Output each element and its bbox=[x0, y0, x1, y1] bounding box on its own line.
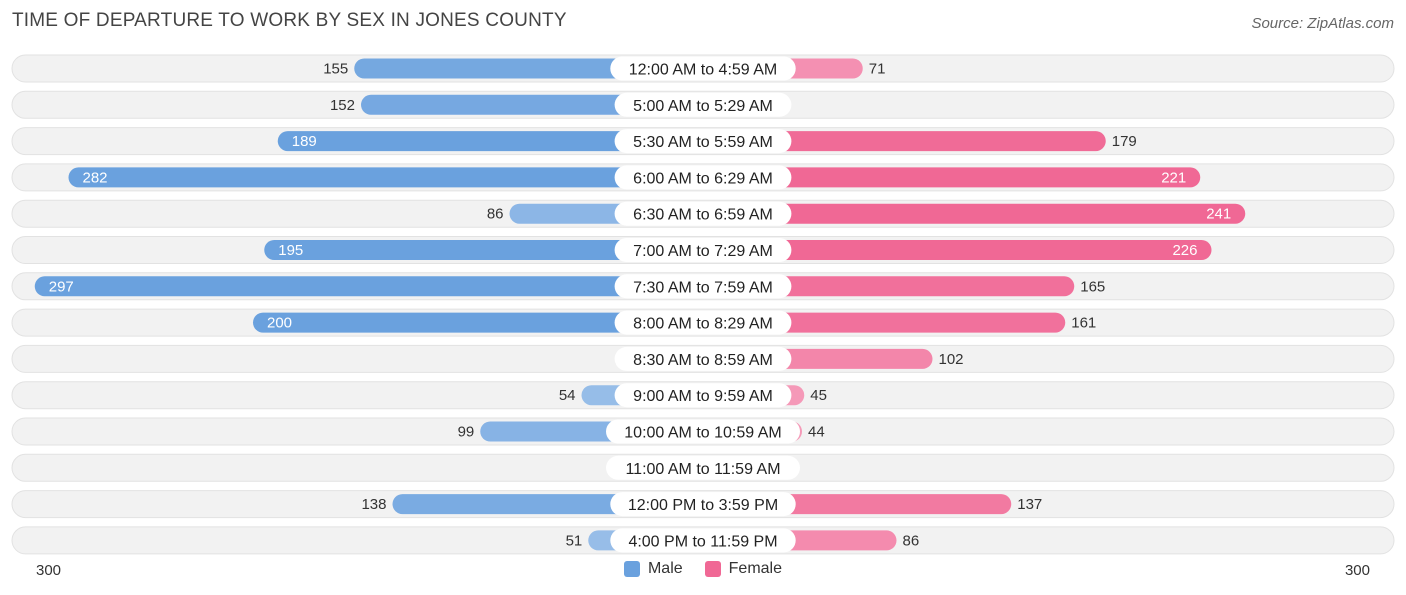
source-label: Source: ZipAtlas.com bbox=[1251, 15, 1394, 32]
category-pill bbox=[614, 238, 792, 262]
chart-row: 155 71 12:00 AM to 4:59 AM bbox=[11, 54, 1395, 83]
value-label-female: 44 bbox=[808, 424, 825, 441]
category-pill bbox=[614, 165, 792, 190]
category-pill bbox=[610, 492, 796, 517]
bar-female[interactable] bbox=[703, 167, 1201, 188]
category-label: 6:30 AM to 6:59 AM bbox=[633, 207, 773, 224]
chart-row: 152215:00 AM to 5:29 AM bbox=[11, 90, 1395, 119]
category-label: 5:00 AM to 5:29 AM bbox=[633, 98, 773, 115]
chart-row: 86 241 6:30 AM to 6:59 AM bbox=[11, 199, 1395, 228]
value-label-male: 54 bbox=[559, 387, 576, 404]
value-label-male: 86 bbox=[487, 206, 504, 223]
value-label-female: 179 bbox=[1112, 133, 1137, 150]
legend: Male Female bbox=[0, 560, 1406, 578]
bar-male[interactable] bbox=[277, 131, 703, 152]
category-pill bbox=[614, 346, 792, 371]
category-label: 9:00 AM to 9:59 AM bbox=[633, 388, 773, 405]
category-label: 7:00 AM to 7:29 AM bbox=[633, 243, 773, 260]
category-label: 4:00 PM to 11:59 PM bbox=[628, 533, 777, 550]
category-pill bbox=[610, 528, 796, 553]
bar-male[interactable] bbox=[68, 167, 704, 188]
category-pill bbox=[614, 310, 792, 335]
axis-left-label: 300 bbox=[36, 562, 62, 579]
value-label-female: 226 bbox=[1172, 242, 1197, 259]
value-label-male: 99 bbox=[458, 424, 475, 441]
category-pill bbox=[614, 201, 792, 226]
legend-item-female[interactable]: Female bbox=[704, 560, 783, 578]
category-label: 8:00 AM to 8:29 AM bbox=[633, 316, 773, 333]
bar-male[interactable] bbox=[34, 276, 703, 297]
axis-right-label: 300 bbox=[1344, 562, 1370, 579]
category-pill bbox=[614, 274, 792, 299]
legend-swatch-female bbox=[704, 561, 721, 577]
category-label: 6:00 AM to 6:29 AM bbox=[633, 170, 773, 187]
value-label-male: 200 bbox=[267, 315, 292, 332]
legend-label-female: Female bbox=[728, 560, 783, 577]
category-label: 8:30 AM to 8:59 AM bbox=[633, 352, 773, 369]
legend-swatch-male bbox=[623, 561, 640, 577]
chart-row: 189 179 5:30 AM to 5:59 AM bbox=[11, 127, 1395, 156]
chart-row: 297 165 7:30 AM to 7:59 AM bbox=[11, 272, 1395, 301]
value-label-male: 195 bbox=[278, 242, 303, 259]
category-pill bbox=[606, 455, 800, 480]
bar-female[interactable] bbox=[703, 240, 1212, 260]
chart-row: 282 221 6:00 AM to 6:29 AM bbox=[11, 163, 1395, 192]
value-label-male: 189 bbox=[292, 133, 317, 150]
value-label-male: 138 bbox=[361, 496, 386, 513]
bar-female[interactable] bbox=[703, 203, 1246, 224]
chart-row: 291028:30 AM to 8:59 AM bbox=[11, 344, 1395, 373]
value-label-female: 161 bbox=[1071, 315, 1096, 332]
category-label: 12:00 AM to 4:59 AM bbox=[629, 62, 778, 79]
legend-item-male[interactable]: Male bbox=[623, 560, 683, 578]
chart-row: 138 137 12:00 PM to 3:59 PM bbox=[11, 490, 1395, 519]
category-pill bbox=[614, 129, 792, 154]
category-label: 10:00 AM to 10:59 AM bbox=[624, 425, 781, 442]
chart-row: 54 45 9:00 AM to 9:59 AM bbox=[11, 381, 1395, 410]
chart-row: 51 86 4:00 PM to 11:59 PM bbox=[11, 526, 1395, 555]
value-label-female: 165 bbox=[1080, 278, 1105, 295]
category-label: 7:30 AM to 7:59 AM bbox=[633, 279, 773, 296]
value-label-male: 51 bbox=[566, 532, 583, 549]
value-label-female: 86 bbox=[903, 532, 920, 549]
value-label-male: 282 bbox=[83, 169, 108, 186]
category-pill bbox=[614, 383, 792, 408]
value-label-female: 45 bbox=[810, 387, 827, 404]
bar-female[interactable] bbox=[703, 276, 1075, 297]
chart-row: 99 44 10:00 AM to 10:59 AM bbox=[11, 417, 1395, 446]
bar-female[interactable] bbox=[703, 312, 1066, 333]
chart-row: 162911:00 AM to 11:59 AM bbox=[11, 453, 1395, 482]
legend-label-male: Male bbox=[647, 560, 683, 577]
chart-title: TIME OF DEPARTURE TO WORK BY SEX IN JONE… bbox=[12, 10, 567, 31]
value-label-male: 152 bbox=[330, 97, 355, 114]
value-label-female: 137 bbox=[1017, 496, 1042, 513]
bar-male[interactable] bbox=[253, 312, 703, 333]
value-label-female: 221 bbox=[1161, 169, 1186, 186]
category-pill bbox=[614, 92, 792, 117]
bar-female[interactable] bbox=[703, 131, 1106, 152]
category-label: 11:00 AM to 11:59 AM bbox=[625, 461, 780, 478]
value-label-male: 297 bbox=[49, 278, 74, 295]
value-label-female: 241 bbox=[1206, 206, 1231, 223]
value-label-female: 71 bbox=[869, 61, 886, 78]
category-label: 12:00 PM to 3:59 PM bbox=[628, 497, 778, 514]
bar-male[interactable] bbox=[264, 240, 703, 260]
category-pill bbox=[606, 419, 800, 444]
chart-row: 200 161 8:00 AM to 8:29 AM bbox=[11, 308, 1395, 337]
category-pill bbox=[610, 56, 796, 81]
value-label-male: 155 bbox=[323, 61, 348, 78]
category-label: 5:30 AM to 5:59 AM bbox=[633, 134, 773, 151]
value-label-female: 102 bbox=[939, 351, 964, 368]
chart-row: 195 226 7:00 AM to 7:29 AM bbox=[11, 236, 1395, 264]
